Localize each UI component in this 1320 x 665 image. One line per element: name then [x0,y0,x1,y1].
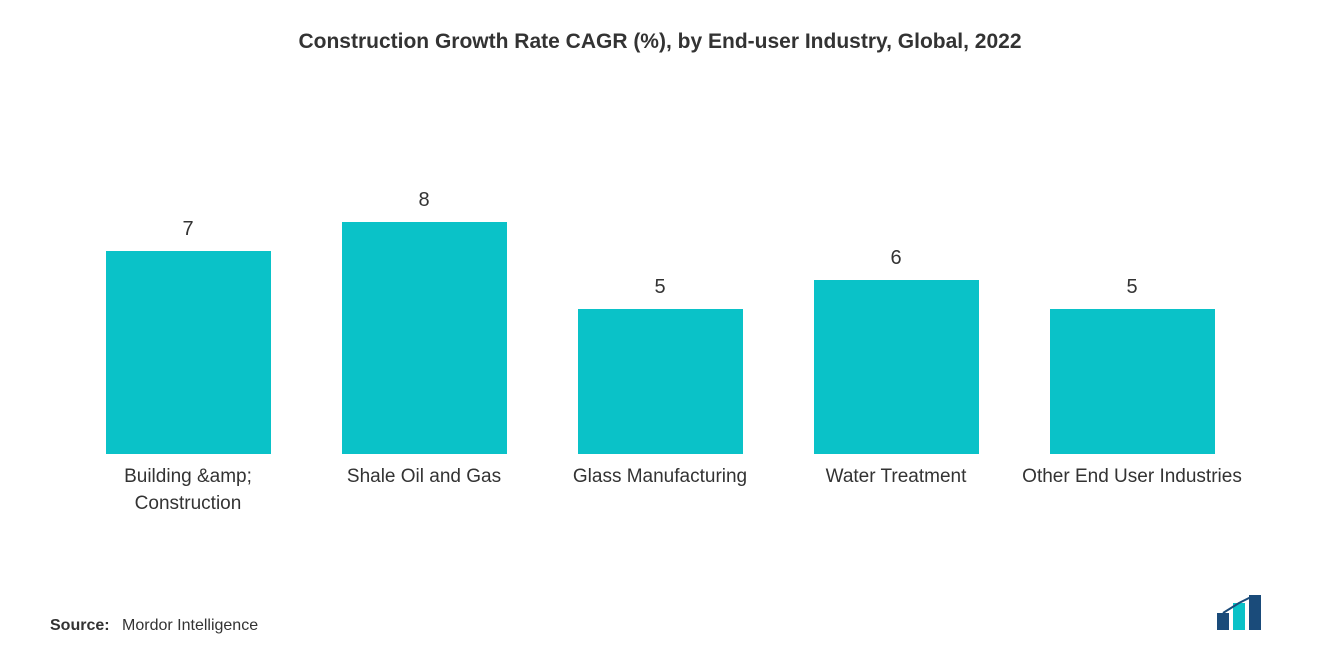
category-label-1: Shale Oil and Gas [306,464,542,517]
bar-4 [1050,309,1215,454]
source-label: Source: [50,617,110,634]
bar-2 [578,309,743,454]
bar-value-2: 5 [654,276,665,299]
logo-bar-3 [1249,595,1261,630]
category-labels-row: Building &amp; Construction Shale Oil an… [50,464,1270,517]
category-label-3: Water Treatment [778,464,1014,517]
bar-value-3: 6 [890,247,901,270]
bar-1 [342,222,507,454]
bar-value-4: 5 [1126,276,1137,299]
bar-3 [814,280,979,454]
bar-value-1: 8 [418,189,429,212]
bar-group-2: 5 [542,276,778,454]
chart-bars-area: 7 8 5 6 5 [50,174,1270,454]
mordor-logo-icon [1215,595,1270,635]
source-text: Source: Mordor Intelligence [50,617,258,635]
footer-row: Source: Mordor Intelligence [50,595,1270,635]
logo-bar-2 [1233,603,1245,630]
logo-bar-1 [1217,613,1229,630]
bar-group-3: 6 [778,247,1014,454]
bar-value-0: 7 [182,218,193,241]
category-label-0: Building &amp; Construction [70,464,306,517]
bar-group-4: 5 [1014,276,1250,454]
chart-title: Construction Growth Rate CAGR (%), by En… [50,30,1270,54]
bar-group-0: 7 [70,218,306,454]
category-label-4: Other End User Industries [1014,464,1250,517]
bar-group-1: 8 [306,189,542,454]
category-label-2: Glass Manufacturing [542,464,778,517]
source-name: Mordor Intelligence [122,617,258,634]
bar-0 [106,251,271,454]
